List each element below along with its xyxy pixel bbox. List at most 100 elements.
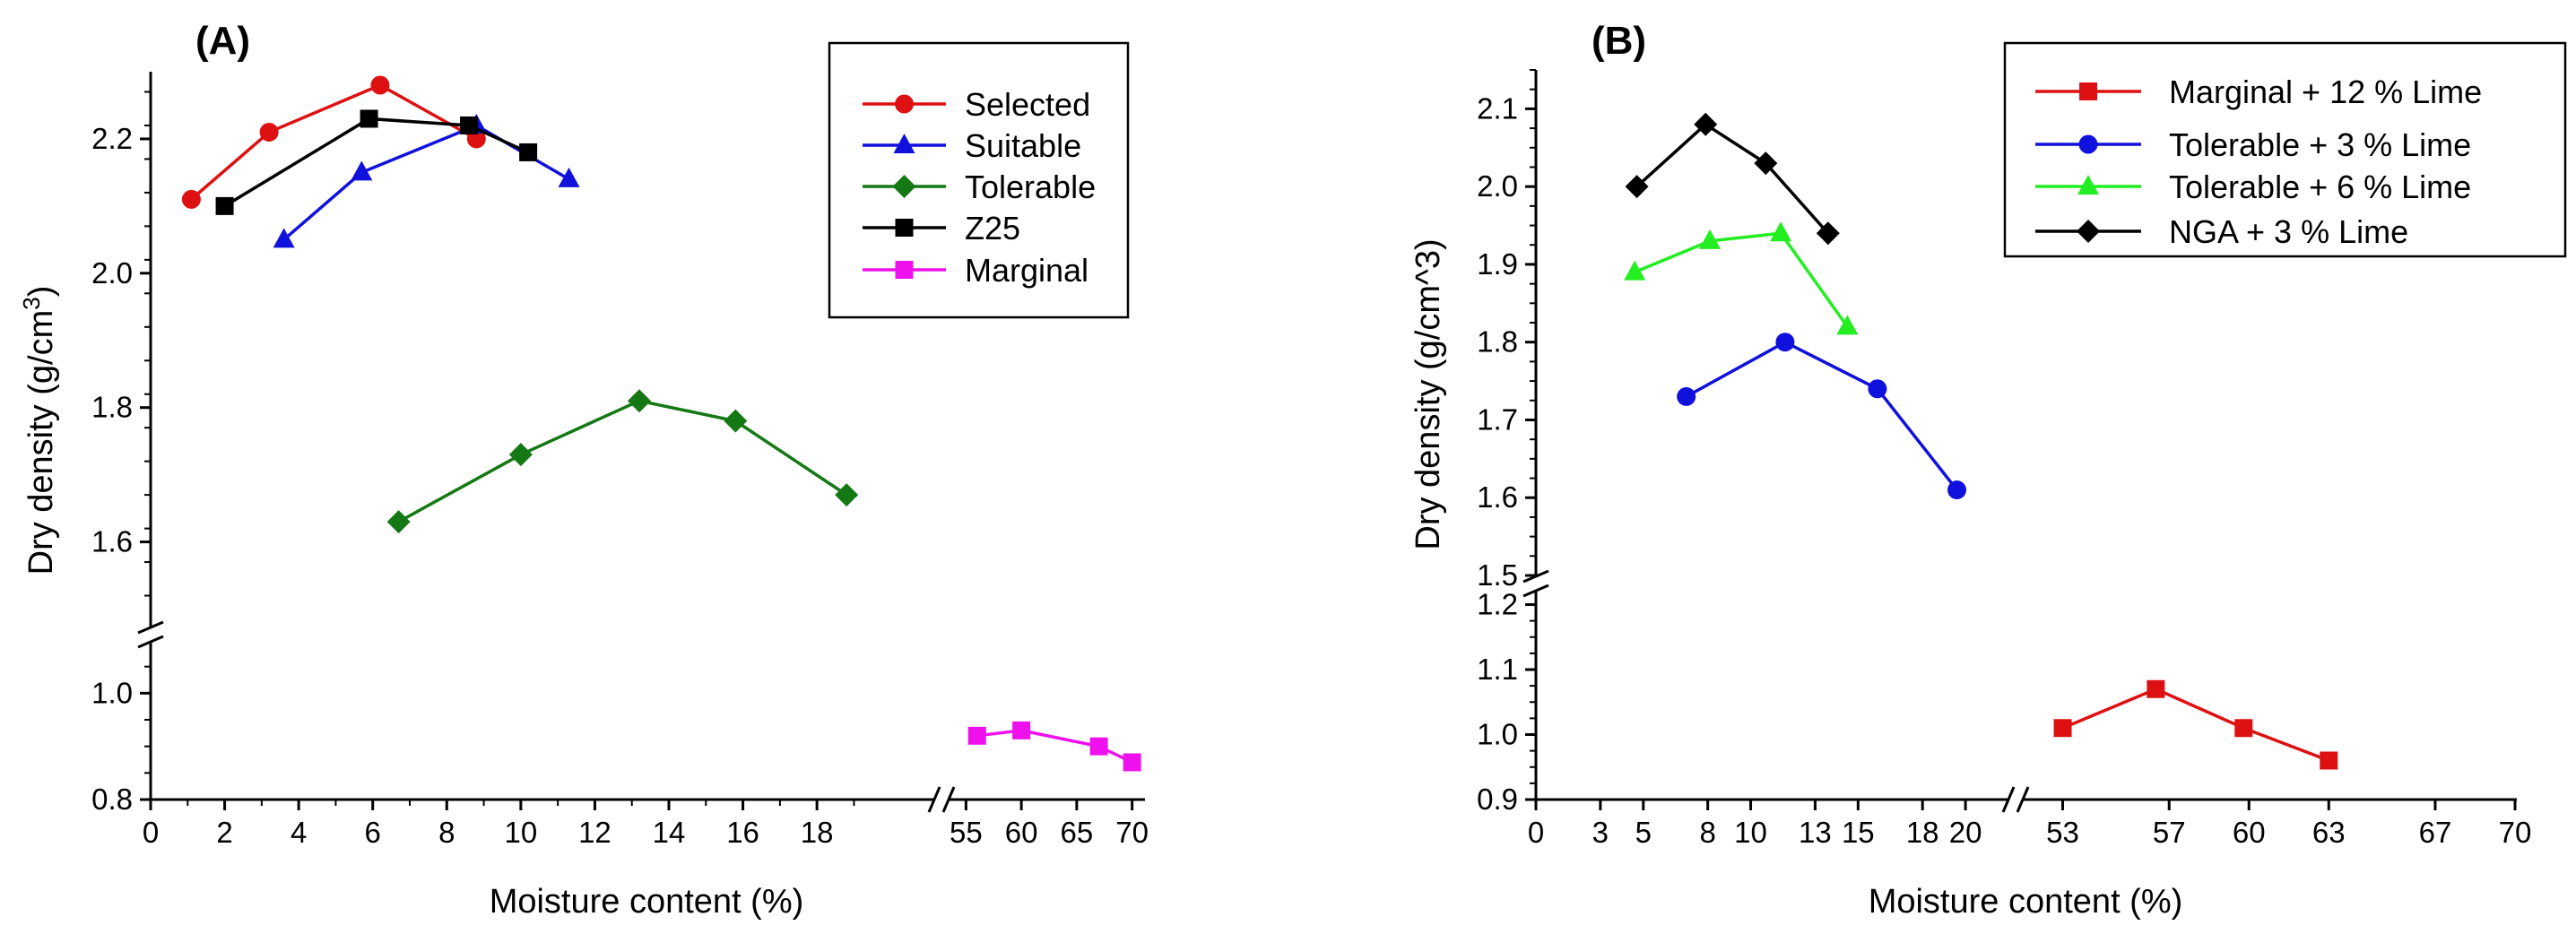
legend-label: Marginal + 12 % Lime (2169, 74, 2482, 110)
data-point (273, 228, 295, 248)
data-point (627, 389, 651, 413)
legend-label: Tolerable + 6 % Lime (2169, 169, 2471, 205)
x-tick-label: 10 (1734, 816, 1767, 849)
data-point (508, 443, 533, 467)
x-tick-label: 63 (2312, 816, 2346, 849)
legend-marker (892, 175, 916, 198)
data-point (1694, 112, 1718, 136)
y-tick-label: 1.0 (91, 676, 133, 709)
y-tick-label: 0.8 (91, 783, 133, 816)
data-point (1868, 379, 1887, 399)
legend: Selected Suitable Tolerable Z25 Marginal (828, 41, 1130, 319)
legend-marker (895, 94, 914, 114)
legend-marker (2078, 134, 2098, 154)
y-axis-title: Dry density (g/cm3) (18, 286, 60, 575)
data-point (2053, 719, 2072, 738)
legend-item: Marginal (863, 252, 1089, 289)
x-tick-label: 4 (291, 816, 307, 849)
x-tick-label: 14 (653, 816, 686, 849)
axis-break (136, 620, 165, 649)
legend-item: Tolerable + 6 % Lime (2035, 169, 2471, 205)
data-point (1770, 221, 1792, 242)
x-tick-label: 0 (143, 816, 159, 849)
series-line (1635, 122, 1830, 235)
data-point (1624, 260, 1646, 281)
data-point (351, 160, 373, 181)
x-tick-label: 67 (2419, 816, 2452, 849)
data-point (967, 726, 986, 745)
y-tick-label: 0.9 (1477, 783, 1518, 816)
series-tolerable-6-lime (1624, 221, 1859, 335)
y-tick-label: 1.1 (1477, 653, 1518, 686)
y-tick-label: 1.8 (1477, 325, 1518, 359)
series-line (190, 83, 478, 201)
y-tick-label: 2.0 (91, 256, 133, 290)
data-point (1699, 229, 1722, 249)
x-tick-label: 53 (2046, 816, 2079, 849)
x-tick-label: 60 (2233, 816, 2266, 849)
legend-marker (895, 219, 914, 237)
x-tick-label: 20 (1949, 816, 1982, 849)
series-marginal-12-lime (2053, 679, 2338, 770)
series-line (2061, 687, 2329, 763)
y-tick-label: 1.7 (1477, 402, 1518, 436)
legend-label: NGA + 3 % Lime (2169, 213, 2408, 250)
legend: Marginal + 12 % Lime Tolerable + 3 % Lime… (2003, 41, 2567, 258)
y-tick-label: 1.6 (1477, 480, 1518, 514)
x-tick-label: 57 (2153, 816, 2186, 849)
y-tick-label: 1.6 (91, 525, 133, 558)
data-point (1836, 315, 1859, 335)
legend-label: Marginal (965, 252, 1089, 289)
x-tick-label: 13 (1799, 816, 1832, 849)
data-point (1089, 737, 1108, 756)
y-tick-label: 2.0 (1477, 169, 1518, 203)
data-point (2320, 751, 2338, 770)
series-z25 (215, 109, 538, 215)
x-tick-label: 8 (1699, 816, 1715, 849)
data-point (386, 510, 411, 534)
data-point (460, 116, 479, 134)
x-tick-label: 15 (1842, 816, 1875, 849)
x-tick-label: 65 (1061, 816, 1094, 849)
legend-item: Z25 (863, 210, 1020, 246)
chart-panel-b: (B) 0 3 5 8 10 13 15 18 20 53 57 60 63 67 70 0.9 1.0 1.1 1.… (1409, 19, 2567, 921)
x-tick-label: 16 (726, 816, 759, 849)
y-tick-label: 2.2 (91, 122, 133, 155)
data-point (2147, 679, 2165, 698)
x-tick-label: 60 (1005, 816, 1038, 849)
y-tick-label: 1.0 (1477, 718, 1518, 751)
data-point (181, 189, 201, 209)
x-tick-label: 8 (438, 816, 455, 849)
y-tick-label: 2.1 (1477, 91, 1518, 125)
y-tick-label: 1.8 (91, 391, 133, 424)
data-point (1775, 333, 1795, 352)
data-point (1012, 721, 1031, 739)
x-tick-label: 12 (578, 816, 611, 849)
x-tick-label: 2 (216, 816, 232, 849)
data-point (259, 122, 279, 142)
legend-label: Suitable (965, 127, 1081, 164)
series-suitable (273, 113, 580, 248)
data-point (1677, 386, 1696, 406)
data-point (1123, 753, 1141, 772)
data-point (360, 109, 378, 128)
axis-break (927, 785, 956, 814)
legend-marker (2079, 82, 2097, 100)
data-point (215, 196, 234, 215)
legend-item: NGA + 3 % Lime (2035, 213, 2408, 250)
legend-item: Tolerable + 3 % Lime (2035, 126, 2471, 163)
chart-panel-a: (A) 0 2 4 6 8 10 12 14 16 18 55 60 65 70 0.8 1.0 1.6 1.8 2.… (18, 19, 1149, 921)
legend-item: Tolerable (863, 169, 1096, 205)
data-point (519, 143, 538, 161)
legend-item: Suitable (863, 127, 1081, 164)
legend-label: Z25 (965, 210, 1020, 246)
x-tick-label: 10 (504, 816, 537, 849)
y-axis-title: Dry density (g/cm^3) (1409, 238, 1447, 549)
data-point (558, 167, 580, 187)
series-tolerable-3-lime (1677, 333, 1967, 500)
series-line (976, 729, 1133, 765)
legend-marker (893, 134, 915, 153)
data-point (1947, 480, 1967, 500)
y-tick-label: 1.2 (1477, 588, 1518, 621)
